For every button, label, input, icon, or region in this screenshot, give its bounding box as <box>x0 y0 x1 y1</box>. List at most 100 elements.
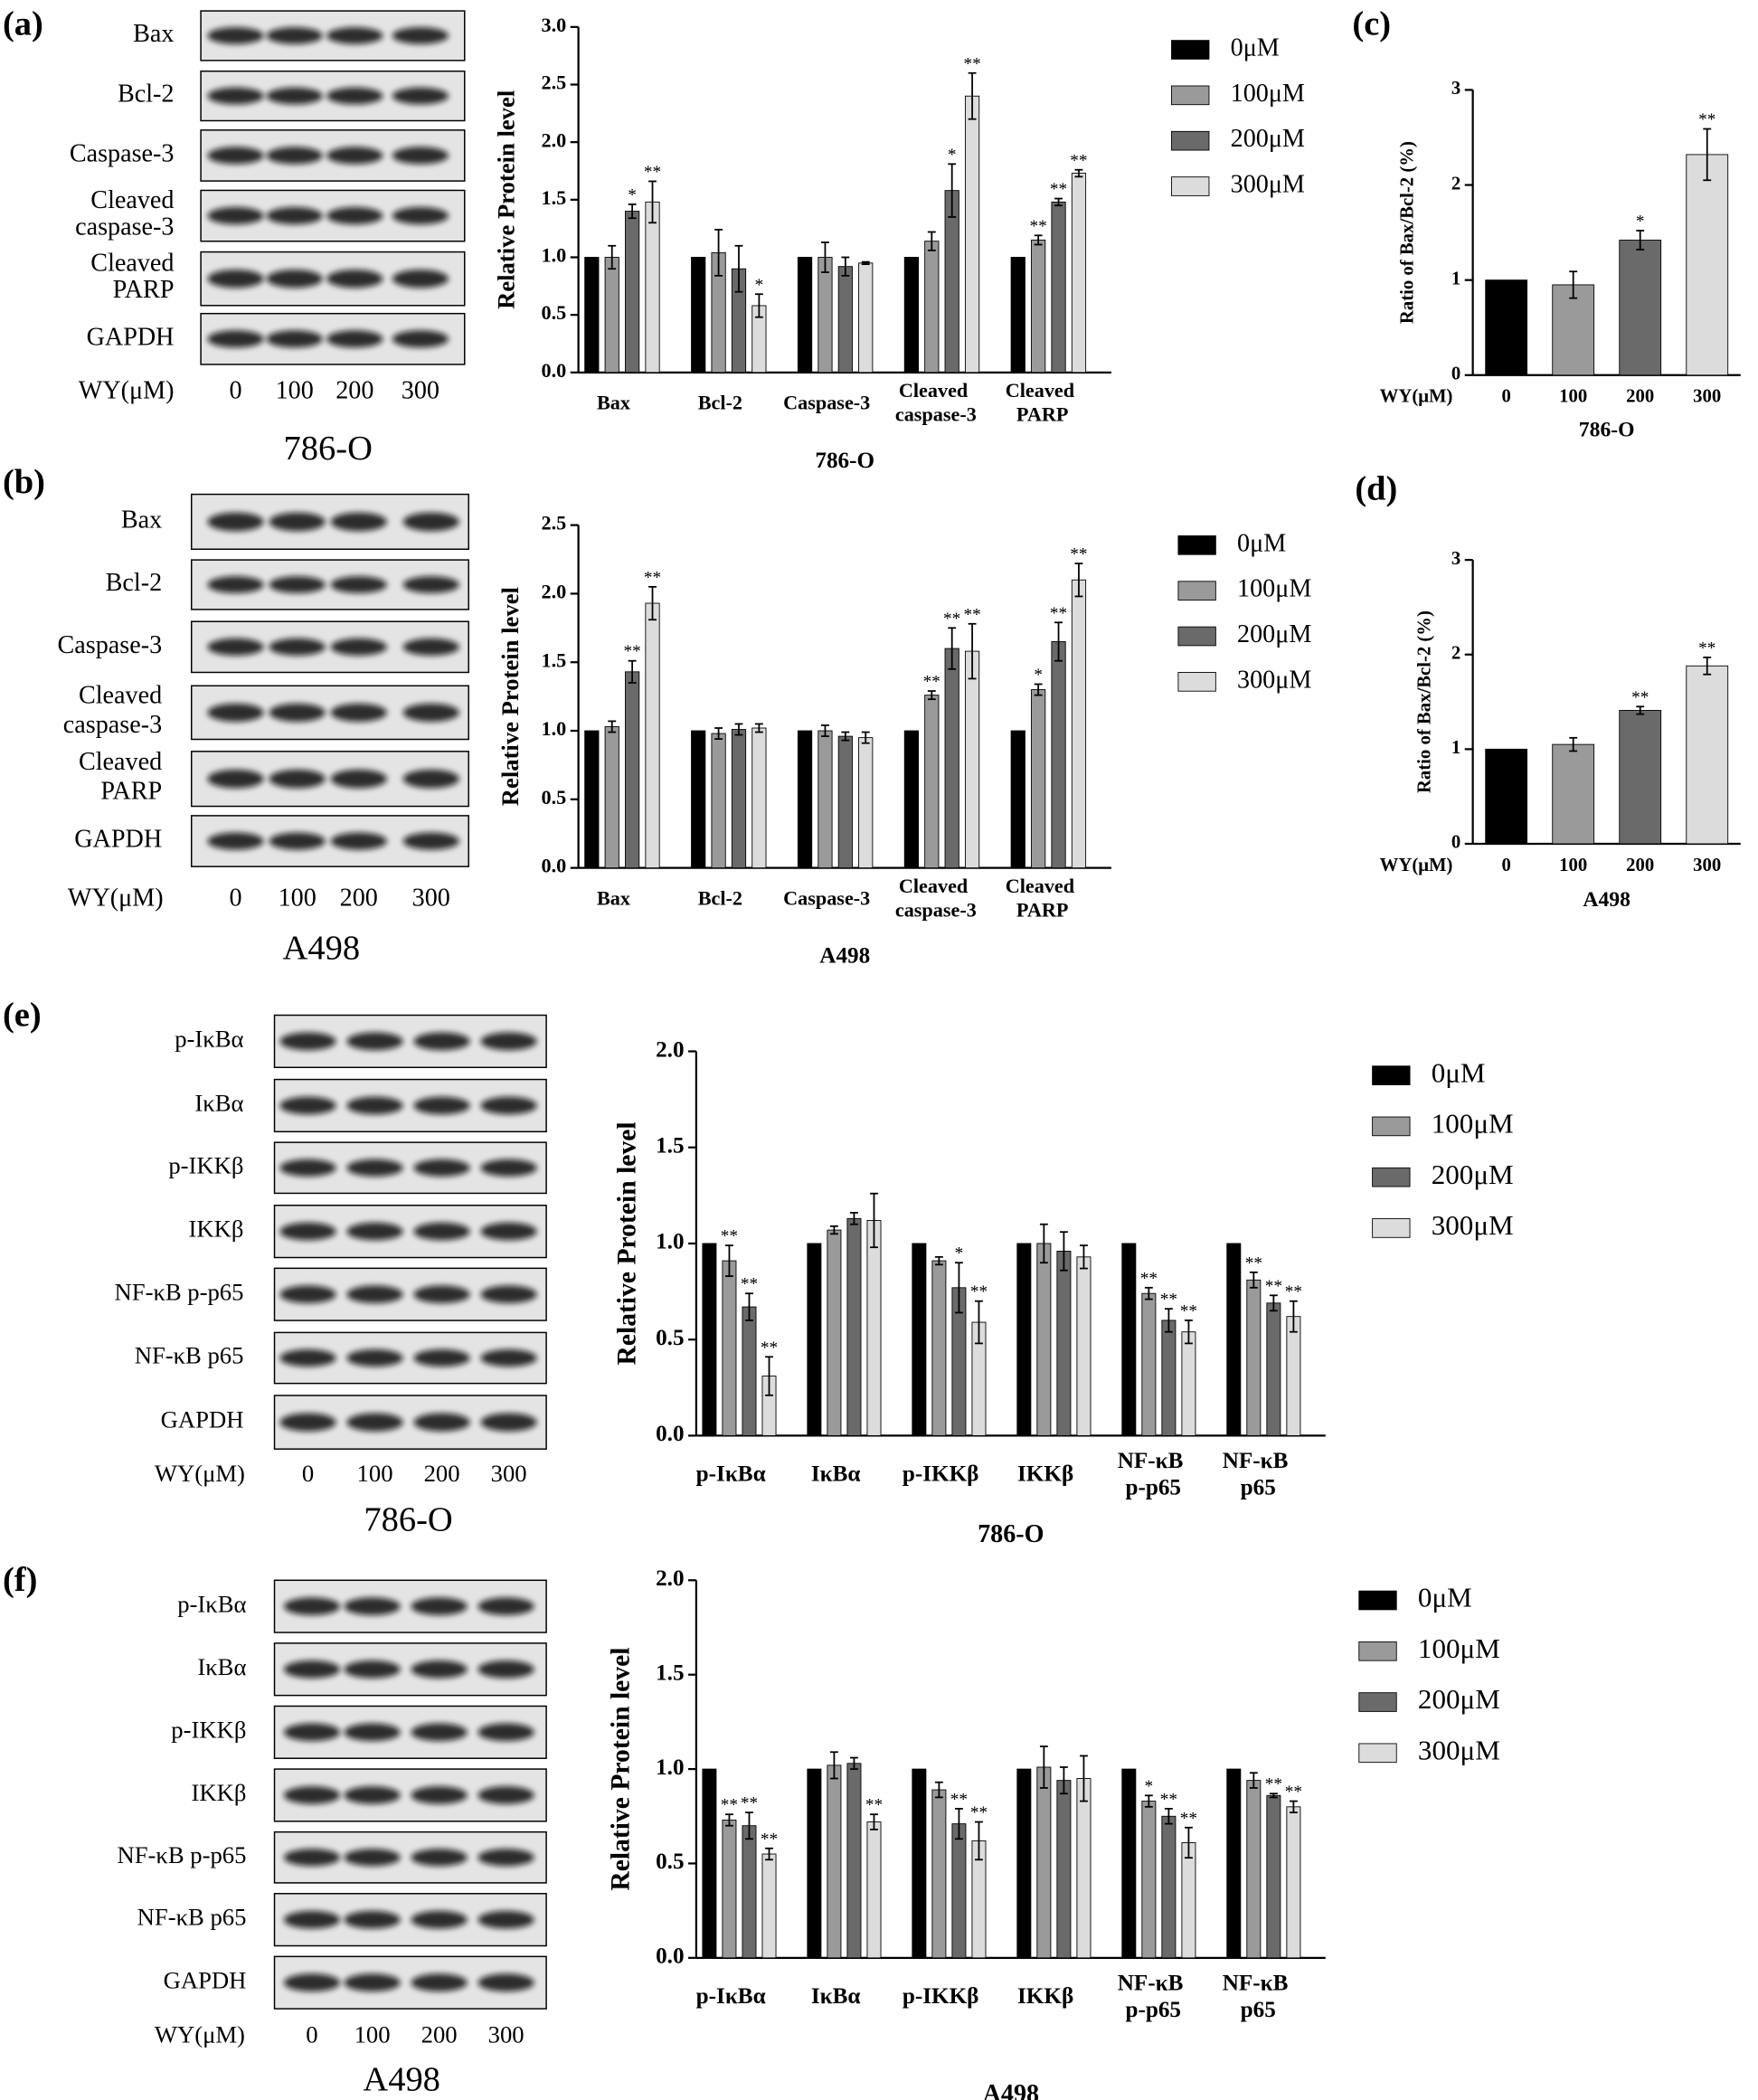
blot-band <box>207 703 264 722</box>
bar <box>944 190 959 374</box>
lane-label: 0 <box>302 1460 314 1487</box>
significance: ** <box>970 1282 988 1301</box>
blot-row-label: NF-κB p-p65 <box>117 1841 246 1868</box>
legend-label: 0μM <box>1432 1056 1486 1088</box>
bar <box>846 1763 862 1959</box>
lane-axis-label: WY(μM) <box>155 2020 245 2048</box>
blot-row-label: Cleaved caspase-3 <box>69 186 174 241</box>
panel-label: (e) <box>3 996 42 1034</box>
lane-label: 100 <box>276 376 314 404</box>
y-tick-label: 3 <box>1451 79 1460 99</box>
bar <box>1076 1778 1092 1959</box>
blot-band <box>480 1285 537 1304</box>
x-tick-label: Cleaved PARP <box>1006 379 1075 426</box>
lane-label: 300 <box>412 884 450 913</box>
bar <box>797 730 813 869</box>
blot-band <box>344 1849 401 1867</box>
blot-band <box>269 576 326 593</box>
legend-swatch <box>1171 176 1210 196</box>
bar <box>742 1825 757 1959</box>
legend-label: 0μM <box>1231 33 1280 61</box>
x-tick-label: Caspase-3 <box>783 391 870 413</box>
blot-band <box>330 769 387 789</box>
blot-band <box>283 1597 341 1615</box>
blot-band <box>413 1159 470 1177</box>
bar <box>1266 1794 1281 1959</box>
lane-label: 300 <box>491 1460 527 1487</box>
blot-band <box>326 207 383 225</box>
blot-row-label: p-IKKβ <box>168 1151 243 1178</box>
legend-swatch <box>1358 1692 1397 1712</box>
bar <box>702 1243 717 1436</box>
blot-band <box>411 1910 468 1929</box>
significance: * <box>1145 1777 1154 1796</box>
bar <box>1181 1842 1196 1959</box>
x-tick-label: 100 <box>1559 387 1587 407</box>
blot-band <box>279 1032 336 1051</box>
blot-band <box>279 1096 336 1115</box>
blot-row-label: Cleaved PARP <box>90 250 174 305</box>
blot-row-label: NF-κB p-p65 <box>115 1278 244 1305</box>
bar <box>1121 1243 1137 1436</box>
bar <box>797 257 813 374</box>
blot-band <box>279 1348 336 1367</box>
panel-label: (f) <box>3 1561 37 1599</box>
legend-swatch <box>1177 626 1216 647</box>
significance: ** <box>923 673 940 692</box>
bar <box>846 1217 862 1436</box>
significance: ** <box>950 1790 968 1809</box>
significance: ** <box>1070 545 1087 564</box>
blot-band <box>477 1660 534 1679</box>
x-tick-label: NF-κB p65 <box>1223 1449 1289 1500</box>
significance: ** <box>644 568 661 587</box>
blot-row-label: Bax <box>133 20 174 48</box>
x-tick-label: Cleaved PARP <box>1006 875 1075 922</box>
legend-swatch <box>1372 1218 1411 1238</box>
bar <box>807 1768 822 1959</box>
blot-band <box>480 1032 537 1051</box>
y-axis-label: Ratio of Bax/Bcl-2 (%) <box>1415 610 1435 793</box>
y-tick-label: 1 <box>1451 269 1460 289</box>
blot-band <box>330 703 387 722</box>
legend-label: 100μM <box>1432 1108 1514 1140</box>
significance: ** <box>1698 639 1715 657</box>
significance: * <box>1034 666 1043 685</box>
blot-row-label: p-IκBα <box>177 1590 246 1617</box>
blot-band <box>392 270 449 289</box>
x-axis-label: A498 <box>983 2080 1040 2100</box>
bar <box>818 730 833 869</box>
y-tick-label: 1.0 <box>542 244 567 267</box>
blot-band <box>279 1222 336 1241</box>
x-prefix: WY(μM) <box>1380 856 1453 875</box>
bar <box>1485 279 1528 376</box>
legend-swatch <box>1177 535 1216 555</box>
blot-band <box>207 832 264 850</box>
x-tick-label: p-IKKβ <box>903 1462 979 1487</box>
panel-label: (a) <box>3 5 43 43</box>
x-axis-label: A498 <box>819 944 870 969</box>
bar <box>625 671 640 869</box>
x-tick-label: IKKβ <box>1017 1984 1073 2009</box>
bar <box>924 695 940 869</box>
bar <box>1071 173 1087 374</box>
legend-swatch <box>1358 1590 1397 1611</box>
blot-band <box>480 1222 537 1241</box>
legend-label: 200μM <box>1231 125 1305 153</box>
blot-band <box>392 87 449 105</box>
significance: ** <box>1180 1809 1197 1828</box>
lane-label: 200 <box>336 376 373 404</box>
bar <box>751 727 767 869</box>
x-axis-label: 786-O <box>978 1520 1044 1548</box>
y-tick-label: 0.5 <box>542 301 567 324</box>
blot-band <box>207 87 264 105</box>
blot-band <box>402 703 459 722</box>
x-tick-label: Bax <box>597 391 630 413</box>
y-tick-label: 1.5 <box>656 1660 684 1685</box>
x-tick-label: NF-κB p65 <box>1223 1971 1289 2022</box>
bar <box>951 1823 967 1959</box>
y-axis-label: Relative Protein level <box>493 90 520 309</box>
bar <box>924 241 940 374</box>
bar <box>1552 743 1595 845</box>
y-axis-label: Relative Protein level <box>496 587 524 806</box>
